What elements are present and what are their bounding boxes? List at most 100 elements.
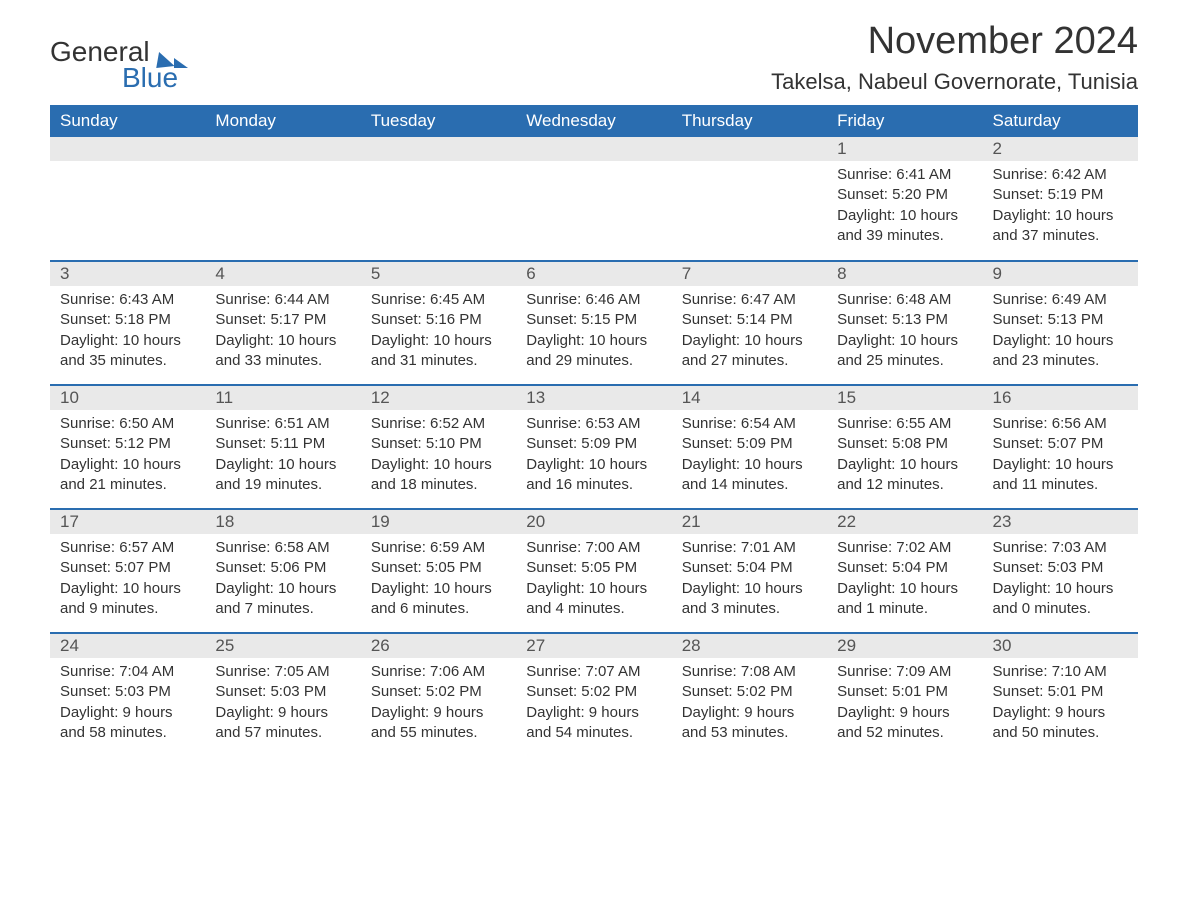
sunset-line: Sunset: 5:13 PM (993, 310, 1128, 330)
daylight-line: Daylight: 9 hours and 57 minutes. (215, 703, 350, 744)
day-data: Sunrise: 6:49 AMSunset: 5:13 PMDaylight:… (983, 286, 1138, 379)
calendar-cell (361, 137, 516, 261)
logo-top-row: General (50, 38, 188, 66)
daylight-line: Daylight: 10 hours and 21 minutes. (60, 455, 195, 496)
calendar-cell: 24Sunrise: 7:04 AMSunset: 5:03 PMDayligh… (50, 633, 205, 757)
day-data: Sunrise: 6:50 AMSunset: 5:12 PMDaylight:… (50, 410, 205, 503)
day-data: Sunrise: 7:04 AMSunset: 5:03 PMDaylight:… (50, 658, 205, 751)
calendar-cell: 28Sunrise: 7:08 AMSunset: 5:02 PMDayligh… (672, 633, 827, 757)
calendar-cell: 29Sunrise: 7:09 AMSunset: 5:01 PMDayligh… (827, 633, 982, 757)
day-number: 29 (827, 634, 982, 658)
sunset-line: Sunset: 5:07 PM (60, 558, 195, 578)
sunset-line: Sunset: 5:02 PM (371, 682, 506, 702)
day-number: 13 (516, 386, 671, 410)
daylight-line: Daylight: 9 hours and 54 minutes. (526, 703, 661, 744)
calendar-cell: 19Sunrise: 6:59 AMSunset: 5:05 PMDayligh… (361, 509, 516, 633)
sunrise-line: Sunrise: 7:02 AM (837, 538, 972, 558)
daylight-line: Daylight: 10 hours and 6 minutes. (371, 579, 506, 620)
day-number: 12 (361, 386, 516, 410)
sunset-line: Sunset: 5:18 PM (60, 310, 195, 330)
daylight-line: Daylight: 10 hours and 7 minutes. (215, 579, 350, 620)
logo-flag-icon-2 (174, 58, 188, 68)
day-data: Sunrise: 6:43 AMSunset: 5:18 PMDaylight:… (50, 286, 205, 379)
day-number: 19 (361, 510, 516, 534)
sunrise-line: Sunrise: 6:54 AM (682, 414, 817, 434)
weekday-header: Saturday (983, 105, 1138, 137)
empty-day-header (361, 137, 516, 161)
day-number: 14 (672, 386, 827, 410)
calendar-cell (205, 137, 360, 261)
calendar-cell: 20Sunrise: 7:00 AMSunset: 5:05 PMDayligh… (516, 509, 671, 633)
day-data: Sunrise: 6:48 AMSunset: 5:13 PMDaylight:… (827, 286, 982, 379)
sunrise-line: Sunrise: 7:03 AM (993, 538, 1128, 558)
sunrise-line: Sunrise: 6:43 AM (60, 290, 195, 310)
calendar-row: 3Sunrise: 6:43 AMSunset: 5:18 PMDaylight… (50, 261, 1138, 385)
logo: General Blue (50, 20, 188, 92)
weekday-header: Sunday (50, 105, 205, 137)
sunrise-line: Sunrise: 6:51 AM (215, 414, 350, 434)
day-number: 15 (827, 386, 982, 410)
day-data: Sunrise: 6:46 AMSunset: 5:15 PMDaylight:… (516, 286, 671, 379)
day-data: Sunrise: 6:45 AMSunset: 5:16 PMDaylight:… (361, 286, 516, 379)
sunrise-line: Sunrise: 7:07 AM (526, 662, 661, 682)
daylight-line: Daylight: 10 hours and 23 minutes. (993, 331, 1128, 372)
calendar-cell: 15Sunrise: 6:55 AMSunset: 5:08 PMDayligh… (827, 385, 982, 509)
weekday-header-row: Sunday Monday Tuesday Wednesday Thursday… (50, 105, 1138, 137)
empty-day-header (205, 137, 360, 161)
daylight-line: Daylight: 10 hours and 18 minutes. (371, 455, 506, 496)
calendar-cell: 17Sunrise: 6:57 AMSunset: 5:07 PMDayligh… (50, 509, 205, 633)
daylight-line: Daylight: 10 hours and 29 minutes. (526, 331, 661, 372)
sunrise-line: Sunrise: 6:47 AM (682, 290, 817, 310)
daylight-line: Daylight: 10 hours and 19 minutes. (215, 455, 350, 496)
day-number: 17 (50, 510, 205, 534)
day-data: Sunrise: 6:41 AMSunset: 5:20 PMDaylight:… (827, 161, 982, 254)
day-data: Sunrise: 6:44 AMSunset: 5:17 PMDaylight:… (205, 286, 360, 379)
sunset-line: Sunset: 5:04 PM (837, 558, 972, 578)
daylight-line: Daylight: 10 hours and 35 minutes. (60, 331, 195, 372)
daylight-line: Daylight: 10 hours and 9 minutes. (60, 579, 195, 620)
calendar-cell: 10Sunrise: 6:50 AMSunset: 5:12 PMDayligh… (50, 385, 205, 509)
sunrise-line: Sunrise: 6:57 AM (60, 538, 195, 558)
calendar-cell (672, 137, 827, 261)
sunrise-line: Sunrise: 6:59 AM (371, 538, 506, 558)
day-number: 18 (205, 510, 360, 534)
sunrise-line: Sunrise: 7:06 AM (371, 662, 506, 682)
calendar-cell: 14Sunrise: 6:54 AMSunset: 5:09 PMDayligh… (672, 385, 827, 509)
sunset-line: Sunset: 5:16 PM (371, 310, 506, 330)
day-number: 4 (205, 262, 360, 286)
day-data: Sunrise: 6:54 AMSunset: 5:09 PMDaylight:… (672, 410, 827, 503)
calendar-cell: 16Sunrise: 6:56 AMSunset: 5:07 PMDayligh… (983, 385, 1138, 509)
calendar-cell: 27Sunrise: 7:07 AMSunset: 5:02 PMDayligh… (516, 633, 671, 757)
daylight-line: Daylight: 10 hours and 1 minute. (837, 579, 972, 620)
sunrise-line: Sunrise: 6:48 AM (837, 290, 972, 310)
daylight-line: Daylight: 9 hours and 52 minutes. (837, 703, 972, 744)
header: General Blue November 2024 Takelsa, Nabe… (50, 20, 1138, 95)
calendar-cell: 21Sunrise: 7:01 AMSunset: 5:04 PMDayligh… (672, 509, 827, 633)
sunset-line: Sunset: 5:02 PM (682, 682, 817, 702)
calendar-cell: 5Sunrise: 6:45 AMSunset: 5:16 PMDaylight… (361, 261, 516, 385)
calendar-cell: 8Sunrise: 6:48 AMSunset: 5:13 PMDaylight… (827, 261, 982, 385)
day-data: Sunrise: 6:57 AMSunset: 5:07 PMDaylight:… (50, 534, 205, 627)
calendar-cell: 3Sunrise: 6:43 AMSunset: 5:18 PMDaylight… (50, 261, 205, 385)
day-number: 16 (983, 386, 1138, 410)
daylight-line: Daylight: 10 hours and 0 minutes. (993, 579, 1128, 620)
day-data: Sunrise: 6:56 AMSunset: 5:07 PMDaylight:… (983, 410, 1138, 503)
empty-day-header (672, 137, 827, 161)
sunrise-line: Sunrise: 6:58 AM (215, 538, 350, 558)
daylight-line: Daylight: 9 hours and 50 minutes. (993, 703, 1128, 744)
day-data: Sunrise: 7:07 AMSunset: 5:02 PMDaylight:… (516, 658, 671, 751)
calendar-cell: 18Sunrise: 6:58 AMSunset: 5:06 PMDayligh… (205, 509, 360, 633)
empty-day-header (516, 137, 671, 161)
sunset-line: Sunset: 5:11 PM (215, 434, 350, 454)
day-data: Sunrise: 7:01 AMSunset: 5:04 PMDaylight:… (672, 534, 827, 627)
calendar-cell: 7Sunrise: 6:47 AMSunset: 5:14 PMDaylight… (672, 261, 827, 385)
sunset-line: Sunset: 5:03 PM (993, 558, 1128, 578)
sunrise-line: Sunrise: 6:44 AM (215, 290, 350, 310)
day-number: 22 (827, 510, 982, 534)
sunset-line: Sunset: 5:09 PM (682, 434, 817, 454)
day-number: 11 (205, 386, 360, 410)
calendar-cell: 13Sunrise: 6:53 AMSunset: 5:09 PMDayligh… (516, 385, 671, 509)
day-number: 30 (983, 634, 1138, 658)
weekday-header: Friday (827, 105, 982, 137)
daylight-line: Daylight: 10 hours and 33 minutes. (215, 331, 350, 372)
